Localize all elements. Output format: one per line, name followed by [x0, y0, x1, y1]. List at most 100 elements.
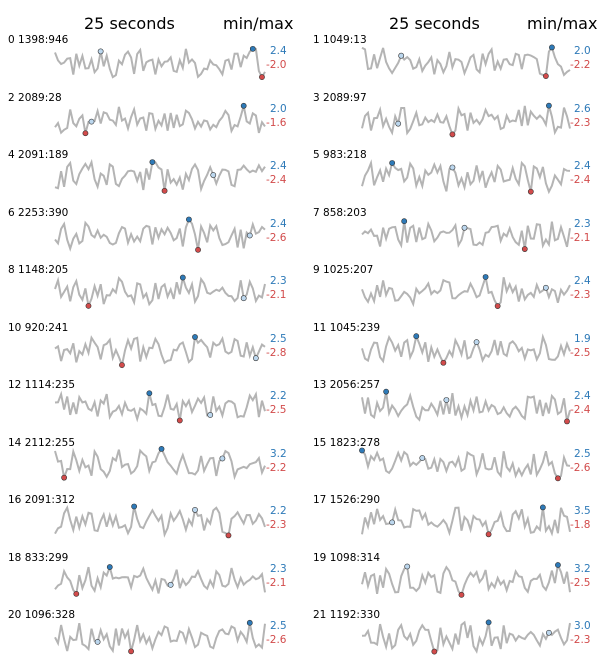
sparkline-series [54, 276, 266, 310]
panel-max-value: 2.4 [270, 217, 287, 230]
min-marker [431, 648, 438, 655]
panel-label: 16 2091:312 [8, 494, 75, 506]
min-marker [61, 474, 68, 481]
min-marker [85, 302, 92, 309]
panel-min-value: -2.4 [570, 404, 591, 416]
secondary-max-marker [88, 118, 95, 125]
sparkline-series [54, 158, 266, 193]
max-marker [246, 619, 253, 626]
min-marker [73, 590, 80, 597]
panel-max-value: 2.3 [574, 217, 591, 230]
panel-min-value: -1.6 [266, 116, 287, 129]
min-marker [440, 359, 447, 366]
sparkline-series [361, 45, 571, 78]
sparkline-series [361, 276, 571, 308]
min-marker [119, 362, 125, 368]
panel-min-value: -2.5 [570, 346, 591, 359]
max-marker [545, 102, 552, 109]
max-marker [158, 446, 165, 452]
min-marker [521, 246, 528, 252]
panel-min-value: -2.2 [570, 59, 591, 71]
panel-min-value: -2.5 [570, 576, 591, 589]
right-column-title: 25 seconds [389, 14, 480, 33]
sparkline-series [54, 446, 266, 482]
max-marker [555, 562, 561, 568]
min-marker [555, 475, 561, 482]
panel-label: 18 833:299 [8, 551, 69, 564]
panel-max-value: 2.5 [574, 447, 591, 460]
panel-label: 5 983:218 [313, 149, 367, 161]
panel-label: 20 1096:328 [8, 609, 75, 621]
secondary-max-marker [240, 295, 247, 302]
panel-max-value: 2.4 [270, 45, 287, 57]
max-marker [249, 45, 256, 52]
max-marker [413, 333, 420, 340]
secondary-max-marker [545, 629, 552, 636]
panel-min-value: -2.1 [570, 231, 591, 244]
panel-label: 6 2253:390 [8, 206, 69, 219]
secondary-max-marker [542, 284, 549, 291]
max-marker [179, 274, 186, 281]
secondary-max-marker [461, 224, 468, 231]
min-marker [82, 130, 89, 137]
secondary-max-marker [449, 164, 456, 171]
panel-label: 8 1148:205 [8, 264, 69, 276]
panel-label: 13 2056:257 [313, 379, 380, 391]
min-marker [494, 303, 501, 309]
panel-min-value: -2.5 [266, 404, 287, 416]
sparkline-series [54, 622, 266, 654]
min-marker [225, 532, 232, 539]
min-marker [542, 73, 549, 79]
panel-label: 10 920:241 [8, 321, 69, 334]
min-marker [128, 648, 134, 655]
max-marker [186, 216, 192, 223]
panel-label: 12 1114:235 [8, 379, 75, 391]
secondary-max-marker [219, 455, 226, 462]
panel-max-value: 2.3 [270, 562, 287, 575]
secondary-max-marker [94, 638, 101, 645]
panel-label: 3 2089:97 [313, 91, 367, 104]
sparkline-series [361, 561, 571, 597]
sparkline-series [361, 332, 571, 365]
panel-max-value: 2.2 [270, 505, 287, 517]
panel-label: 0 1398:946 [8, 34, 69, 46]
left-column-minmax: min/max [223, 14, 294, 33]
secondary-max-marker [192, 507, 198, 513]
secondary-max-marker [398, 52, 405, 59]
panel-max-value: 2.2 [270, 390, 287, 402]
panel-max-value: 2.5 [270, 620, 287, 632]
max-marker [149, 159, 156, 165]
sparkline-series [54, 390, 266, 423]
min-marker [161, 187, 168, 194]
min-marker [485, 531, 492, 538]
min-marker [449, 131, 456, 138]
sparkline-series [54, 333, 266, 369]
max-marker [539, 504, 546, 511]
panel-label: 15 1823:278 [313, 436, 380, 449]
min-marker [527, 188, 534, 195]
panel-label: 21 1192:330 [313, 609, 380, 621]
secondary-max-marker [473, 339, 480, 346]
sparkline-series [361, 105, 571, 137]
sparkline-series [361, 159, 571, 195]
panel-min-value: -2.4 [266, 174, 287, 186]
secondary-max-marker [404, 563, 411, 570]
panel-max-value: 2.4 [574, 275, 591, 287]
max-marker [359, 447, 365, 454]
panel-min-value: -2.3 [266, 519, 287, 531]
panel-min-value: -2.6 [266, 231, 287, 244]
right-column-minmax: min/max [527, 14, 598, 33]
min-marker [458, 591, 465, 598]
panel-max-value: 3.2 [270, 447, 287, 460]
panel-max-value: 1.9 [574, 332, 591, 345]
panel-min-value: -2.2 [266, 461, 287, 474]
min-marker [176, 417, 183, 424]
max-marker [383, 388, 390, 395]
sparkline-series [361, 620, 571, 654]
max-marker [401, 218, 408, 225]
sparkline-series [361, 391, 571, 422]
panel-min-value: -2.1 [266, 576, 287, 589]
panel-max-value: 2.4 [574, 390, 591, 402]
secondary-max-marker [389, 519, 396, 526]
